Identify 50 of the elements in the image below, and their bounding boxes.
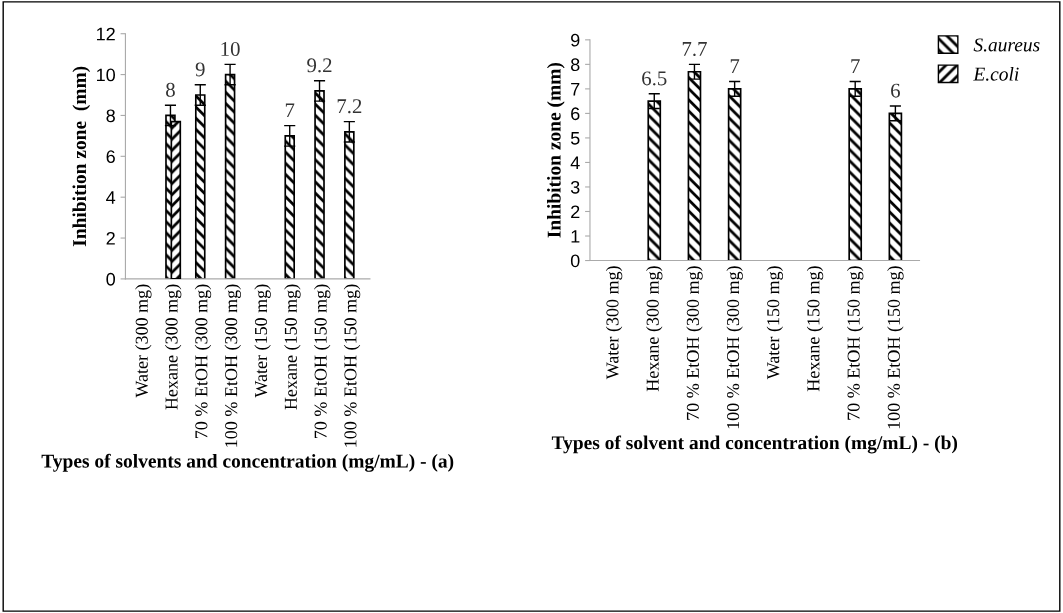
y-tick-label: 4 (570, 156, 580, 169)
x-tick-label: 70 % EtOH (150 mg) (314, 284, 331, 439)
y-axis-title: Inhibition zone (mm) (547, 62, 565, 238)
data-label: 7.2 (337, 99, 362, 114)
data-label: 9 (195, 62, 205, 77)
x-tick-label: 100 % EtOH (300 mg) (224, 284, 241, 447)
x-tick-label: Water (300 mg) (605, 266, 623, 380)
y-tick-label: 0 (570, 254, 580, 268)
x-tick-label: Water (150 mg) (766, 266, 784, 380)
x-tick-label: 100 % EtOH (150 mg) (343, 284, 361, 447)
x-tick-label: Hexane (150 mg) (284, 284, 301, 410)
x-axis-title: Types of solvents and concentration (mg/mL) - (a) (41, 453, 454, 472)
y-tick-label: 6 (571, 107, 580, 121)
data-label: 6 (891, 83, 900, 98)
x-tick-label: Hexane (300 mg) (646, 266, 663, 392)
data-label: 10 (221, 41, 240, 56)
y-tick-label: 4 (106, 191, 116, 204)
x-tick-label: Hexane (150 mg) (806, 266, 824, 392)
y-axis-title: Inhibition zone (mm) (72, 66, 91, 247)
x-tick-label: 100 % EtOH (150 mg) (887, 266, 904, 429)
data-label: 7 (730, 59, 740, 73)
data-label: 7.7 (682, 42, 707, 57)
data-label: 7 (285, 103, 295, 118)
y-tick-label: 1 (571, 230, 580, 243)
data-label: 8 (166, 82, 175, 97)
data-label: 7 (851, 59, 860, 73)
data-label: 9.2 (307, 58, 332, 73)
y-tick-label: 2 (571, 205, 580, 219)
x-axis-title: Types of solvent and concentration (mg/mL) - (b) (551, 435, 958, 454)
x-tick-label: Water (150 mg) (254, 284, 271, 398)
x-tick-label: 70 % EtOH (300 mg) (686, 266, 703, 420)
y-tick-label: 10 (97, 68, 116, 82)
x-tick-label: Water (300 mg) (135, 284, 152, 398)
y-tick-label: 8 (570, 58, 580, 72)
y-tick-label: 7 (571, 83, 580, 96)
x-tick-label: 100 % EtOH (300 mg) (726, 266, 743, 429)
x-tick-label: 70 % EtOH (300 mg) (194, 284, 212, 439)
y-tick-label: 6 (106, 150, 115, 164)
legend-label: E.coli (973, 66, 1019, 81)
y-tick-label: 0 (106, 272, 116, 286)
legend-label: S.aureus (973, 38, 1040, 52)
y-tick-label: 2 (106, 231, 115, 245)
data-label: 6.5 (642, 71, 667, 86)
x-tick-label: 70 % EtOH (150 mg) (846, 266, 864, 420)
x-tick-label: Hexane (300 mg) (164, 284, 182, 410)
y-tick-label: 3 (570, 180, 580, 194)
y-tick-label: 9 (571, 33, 580, 47)
y-tick-label: 5 (570, 132, 580, 145)
y-tick-label: 12 (97, 27, 115, 41)
y-tick-label: 8 (106, 109, 115, 123)
